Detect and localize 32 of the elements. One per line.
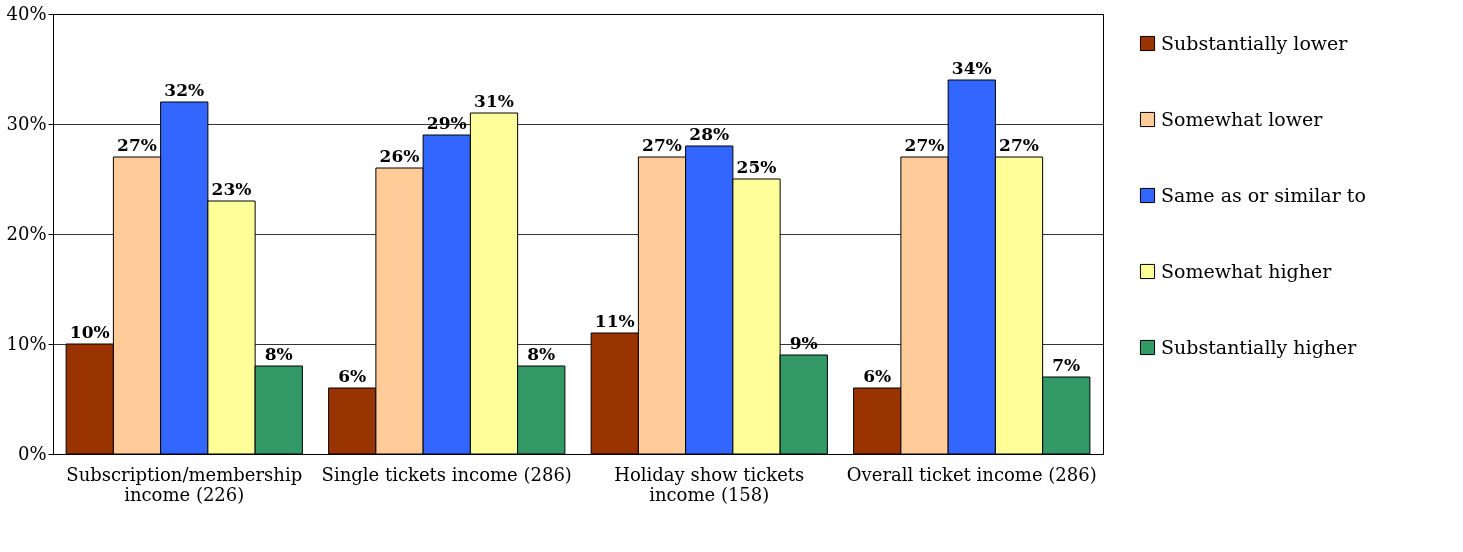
data-label: 8% [264,344,293,364]
data-label: 27% [642,135,682,155]
y-tick-label: 40% [6,2,47,24]
x-tick-label: Single tickets income (286) [321,463,572,485]
data-label: 6% [863,366,892,386]
data-label: 32% [164,80,205,100]
data-label: 6% [338,366,367,386]
data-label: 27% [904,135,945,155]
legend-label: Substantially higher [1161,335,1358,358]
x-tick-label: Subscription/membership income (226) [66,463,303,505]
legend-label: Same as or similar to [1161,183,1366,206]
data-label: 27% [999,135,1039,155]
legend-label: Substantially lower [1161,31,1349,54]
data-label: 8% [527,344,556,364]
data-label: 31% [474,91,514,111]
y-tick-label: 30% [6,112,47,134]
x-tick-label: Holiday show tickets income (158) [614,463,805,505]
x-tick-label: Overall ticket income (286) [846,463,1097,485]
data-label: 10% [69,322,110,342]
data-label: 26% [379,146,420,166]
legend-label: Somewhat higher [1161,259,1333,282]
y-tick-label: 0% [17,442,47,464]
data-label: 7% [1052,355,1081,375]
y-tick-label: 10% [6,332,47,354]
data-label: 27% [117,135,157,155]
data-label: 23% [211,179,252,199]
y-tick-label: 20% [6,222,47,244]
data-label: 11% [594,311,635,331]
data-label: 28% [689,124,730,144]
data-label: 34% [951,58,992,78]
legend-label: Somewhat lower [1161,107,1324,130]
data-label: 25% [736,157,777,177]
